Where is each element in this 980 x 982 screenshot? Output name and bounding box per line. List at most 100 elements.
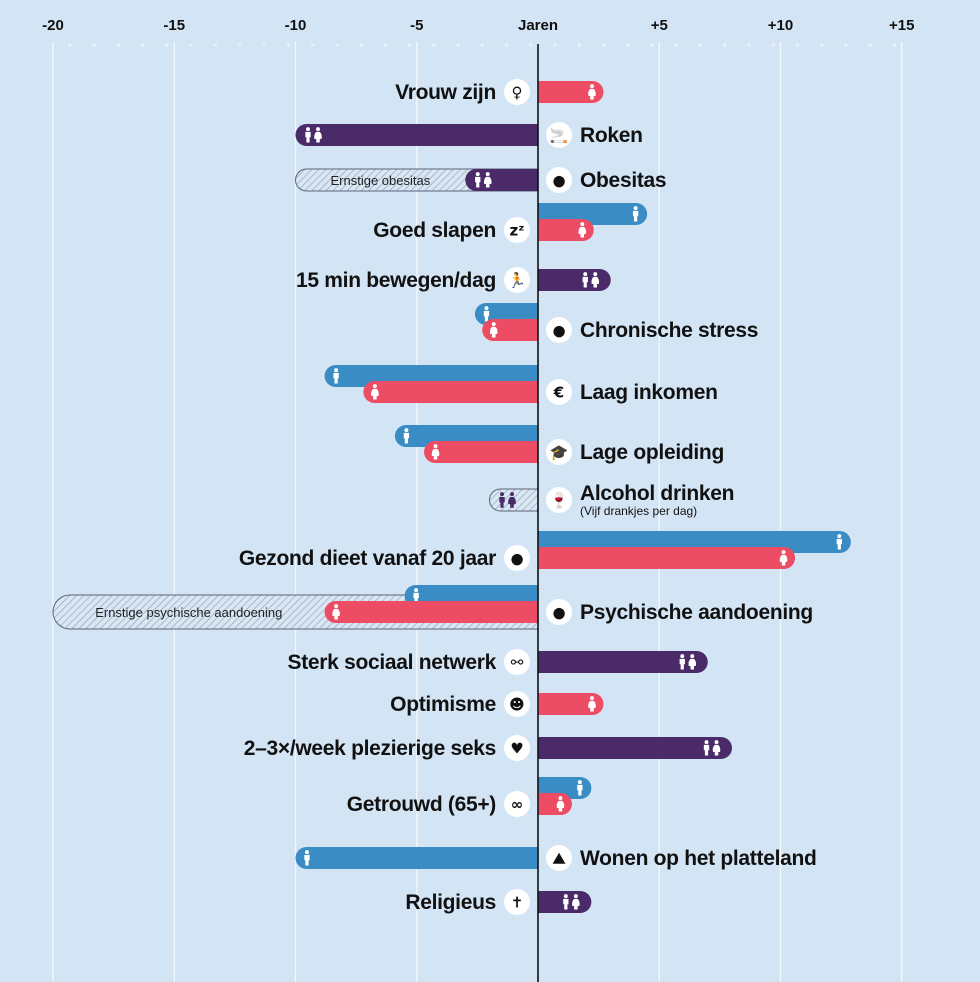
category-label-group: 🏃 15 min bewegen/dag (296, 267, 530, 293)
bar-female (363, 381, 538, 403)
grid-dot (359, 43, 363, 47)
x-tick-label: -20 (42, 17, 64, 34)
grid-dot (650, 43, 654, 47)
bar-female (538, 793, 572, 815)
x-tick-label: +5 (651, 17, 668, 34)
category-label-group: 🎓 Lage opleiding (546, 439, 724, 465)
category-label-group: ♥ 2–3×/week plezierige seks (244, 735, 530, 761)
grid-dot (529, 43, 533, 47)
extended-range-label: Ernstige psychische aandoening (95, 605, 282, 620)
category-label-group: ● Psychische aandoening (546, 599, 813, 625)
category-labels: ♀ Vrouw zijn 🚬 Roken ● Obesitas zᶻ Goed slapen 🏃… (239, 79, 817, 915)
category-row (295, 124, 538, 146)
category-label: Alcohol drinken (580, 482, 734, 505)
countryside-icon: ⛰ (546, 845, 572, 871)
grid-layer (52, 42, 903, 982)
bar-female (538, 547, 796, 569)
bar-female (482, 319, 538, 341)
bar-both (465, 169, 538, 191)
svg-text:🚬: 🚬 (550, 127, 569, 145)
female-symbol-icon: ♀ (504, 79, 530, 105)
rings-icon: ∞ (504, 791, 530, 817)
svg-text:●: ● (552, 172, 565, 190)
running-person-icon: 🏃 (504, 267, 530, 293)
category-label-group: ♀ Vrouw zijn (395, 79, 530, 105)
svg-text:€: € (553, 384, 564, 402)
bar-female (538, 81, 604, 103)
category-label-group: 🍷 Alcohol drinken(Vijf drankjes per dag) (546, 482, 734, 518)
svg-text:⚯: ⚯ (511, 654, 524, 672)
grid-dot (68, 43, 72, 47)
category-row (324, 365, 538, 403)
category-label: Optimisme (390, 693, 496, 716)
grid-dot (238, 43, 242, 47)
grid-dot (723, 43, 727, 47)
category-label: Sterk sociaal netwerk (288, 651, 497, 674)
graduation-cap-icon: 🎓 (546, 439, 572, 465)
smoking-icon: 🚬 (546, 122, 572, 148)
bar-female (538, 219, 594, 241)
svg-text:∞: ∞ (511, 796, 524, 814)
grid-dot (674, 43, 678, 47)
smiley-icon: ☻ (504, 691, 530, 717)
category-label-group: ∞ Getrouwd (65+) (347, 791, 530, 817)
bars: Ernstige obesitas Ernstige psychische aan… (52, 81, 851, 913)
grid-dot (407, 43, 412, 47)
category-sublabel: (Vijf drankjes per dag) (580, 504, 697, 518)
svg-text:zᶻ: zᶻ (510, 222, 525, 240)
grid-dot (92, 43, 96, 47)
heart-icon: ♥ (504, 735, 530, 761)
category-row (538, 693, 604, 715)
category-label-group: ⛰ Wonen op het platteland (546, 845, 817, 871)
category-label-group: ● Obesitas (546, 167, 667, 193)
x-tick-label: +10 (768, 17, 793, 34)
category-row (538, 737, 732, 759)
category-label: Wonen op het platteland (580, 847, 817, 870)
grid-dot (480, 43, 484, 47)
category-label: Chronische stress (580, 319, 758, 342)
grid-dot (165, 43, 169, 47)
category-label: Vrouw zijn (395, 81, 496, 104)
network-icon: ⚯ (504, 649, 530, 675)
category-label: Obesitas (580, 169, 666, 192)
category-label-group: ● Gezond dieet vanaf 20 jaar (239, 545, 530, 571)
svg-text:●: ● (552, 322, 565, 340)
grid-dot (383, 43, 387, 47)
svg-text:🏃: 🏃 (508, 272, 527, 290)
category-label-group: 🚬 Roken (546, 122, 643, 148)
wine-glass-icon: 🍷 (546, 487, 572, 513)
category-label-group: zᶻ Goed slapen (373, 217, 530, 243)
grid-dot (456, 43, 460, 47)
bar-both (538, 737, 732, 759)
grid-dot (213, 43, 218, 47)
svg-text:♀: ♀ (512, 84, 523, 102)
grid-dot (868, 43, 872, 47)
grid-dot (795, 43, 800, 47)
category-row (489, 488, 539, 512)
category-label-group: ☻ Optimisme (390, 691, 530, 717)
x-tick-label: Jaren (518, 17, 558, 34)
apple-icon: ● (504, 545, 530, 571)
x-tick-label: -5 (410, 17, 423, 34)
grid-dot (335, 43, 339, 47)
grid-dot (262, 43, 266, 47)
tick-labels: -20 -15 -10 -5 Jaren +5 +10 +15 (42, 17, 914, 34)
svg-text:✝: ✝ (511, 894, 524, 912)
grid-dot (286, 43, 290, 47)
euro-coin-icon: € (546, 379, 572, 405)
male-female-figures-icon (499, 492, 516, 508)
bar-both (295, 124, 538, 146)
category-label: Laag inkomen (580, 381, 718, 404)
category-row (295, 847, 538, 869)
grid-dot (820, 43, 824, 47)
category-row (538, 651, 708, 673)
grid-dot (116, 43, 121, 47)
grid-dot (310, 43, 315, 47)
category-row: Ernstige psychische aandoening (52, 585, 539, 630)
svg-text:🍷: 🍷 (550, 492, 569, 510)
svg-text:♥: ♥ (510, 740, 523, 758)
x-tick-label: -15 (163, 17, 185, 34)
sleep-zzz-icon: zᶻ (504, 217, 530, 243)
category-label: Goed slapen (373, 219, 496, 242)
